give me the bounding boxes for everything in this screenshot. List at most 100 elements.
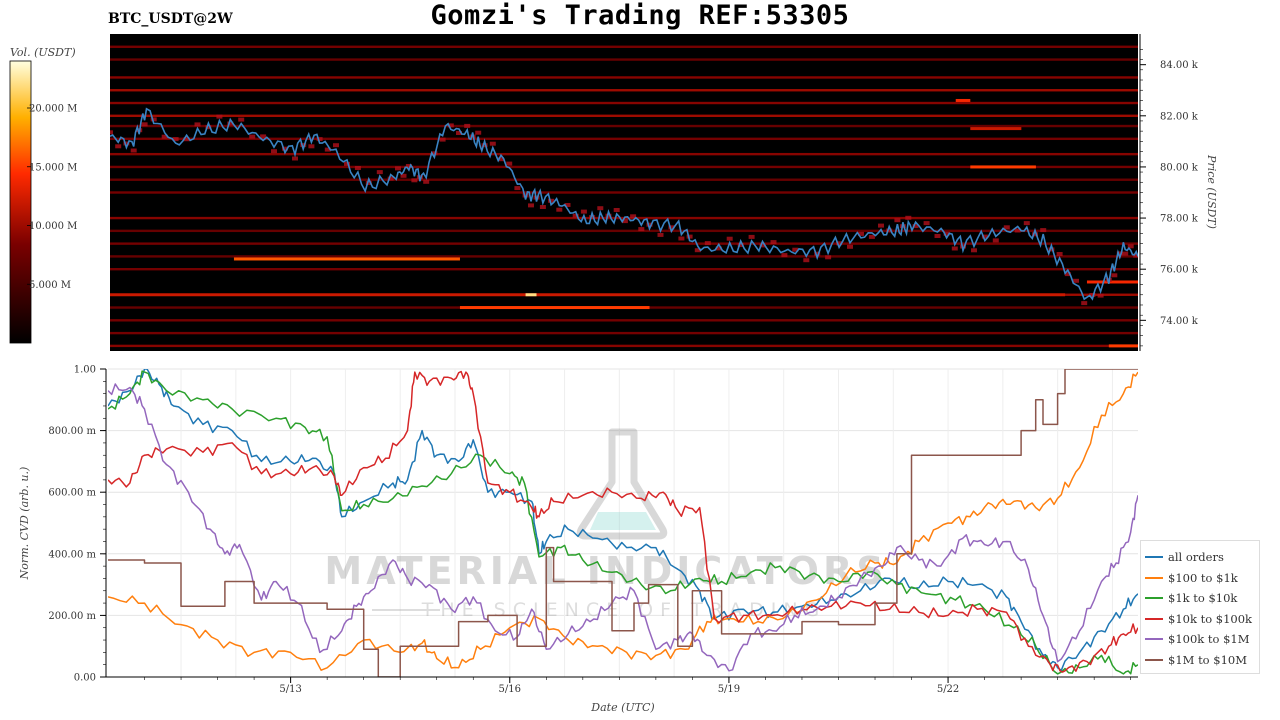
orderbook-level bbox=[110, 45, 1138, 48]
liquidity-cell bbox=[308, 144, 315, 149]
colorbar-label: Vol. (USDT) bbox=[10, 46, 76, 59]
liquidity-cell bbox=[613, 208, 620, 212]
liquidity-cell bbox=[1097, 293, 1104, 298]
legend-swatch bbox=[1145, 597, 1163, 600]
liquidity-cell bbox=[1081, 301, 1088, 306]
liquidity-cell bbox=[923, 221, 930, 226]
legend-item: all orders bbox=[1145, 547, 1255, 568]
liquidity-cell bbox=[1048, 247, 1055, 252]
orderbook-level bbox=[110, 76, 1138, 79]
cvd-background bbox=[108, 369, 1138, 677]
liquidity-cell bbox=[621, 219, 628, 224]
liquidity-cell bbox=[376, 170, 383, 175]
liquidity-cell bbox=[992, 238, 999, 243]
liquidity-cell bbox=[115, 144, 122, 149]
orderbook-level bbox=[110, 165, 1138, 169]
liquidity-cell bbox=[825, 255, 832, 260]
liquidity-cell bbox=[161, 134, 168, 139]
liquidity-cell bbox=[522, 193, 529, 198]
liquidity-cell bbox=[1122, 251, 1129, 256]
colorbar: Vol. (USDT) 20.000 M 15.000 M 10.000 M 5.00… bbox=[9, 46, 77, 344]
liquidity-cell bbox=[205, 125, 212, 130]
liquidity-cell bbox=[1032, 232, 1038, 237]
liquidity-cell bbox=[514, 186, 521, 191]
liquidity-cell bbox=[238, 117, 245, 122]
liquidity-cell bbox=[556, 207, 563, 212]
liquidity-cell bbox=[400, 173, 407, 178]
legend-item: $100k to $1M bbox=[1145, 629, 1255, 650]
cvd-x-tick-label: 5/22 bbox=[937, 684, 959, 695]
liquidity-cell bbox=[183, 137, 190, 142]
cvd-x-tick-label: 5/19 bbox=[718, 684, 740, 695]
colorbar-tick-label: 20.000 M bbox=[29, 104, 77, 115]
liquidity-cell bbox=[1133, 253, 1138, 258]
orderbook-level bbox=[110, 229, 1138, 233]
liquidity-cell bbox=[194, 122, 201, 127]
liquidity-cell bbox=[464, 123, 471, 128]
liquidity-cell bbox=[292, 156, 298, 161]
series-line-3 bbox=[108, 370, 1138, 675]
orderbook-wall bbox=[970, 165, 1036, 169]
liquidity-cell bbox=[878, 223, 884, 228]
liquidity-cell bbox=[836, 241, 843, 246]
liquidity-cell bbox=[456, 131, 462, 135]
series-line-2 bbox=[108, 371, 1138, 671]
liquidity-cell bbox=[847, 244, 853, 249]
liquidity-cell bbox=[759, 243, 766, 248]
liquidity-cell bbox=[481, 143, 488, 148]
price-tick-label: 76.00 k bbox=[1160, 265, 1199, 276]
orderbook-wall bbox=[1108, 344, 1138, 348]
liquidity-cell bbox=[172, 137, 179, 142]
liquidity-cell bbox=[580, 209, 587, 214]
legend-label: all orders bbox=[1168, 550, 1224, 565]
orderbook-wall bbox=[110, 293, 1066, 297]
liquidity-cell bbox=[868, 234, 875, 239]
legend-swatch bbox=[1145, 576, 1163, 579]
liquidity-cell bbox=[150, 117, 157, 122]
price-tick-label: 84.00 k bbox=[1160, 60, 1199, 71]
orderbook-level bbox=[110, 114, 1138, 118]
series-line-1 bbox=[108, 369, 1138, 672]
liquidity-cell bbox=[324, 147, 331, 152]
liquidity-cell bbox=[694, 248, 701, 253]
liquidity-cell bbox=[668, 225, 675, 230]
cvd-x-axis-label: Date (UTC) bbox=[590, 701, 654, 714]
series-line-4 bbox=[108, 370, 1138, 673]
orderbook-wall bbox=[525, 293, 537, 297]
liquidity-cell bbox=[814, 251, 821, 256]
liquidity-cell bbox=[943, 231, 950, 236]
liquidity-cell bbox=[423, 179, 430, 184]
series-line-5 bbox=[108, 383, 1138, 672]
heatmap-panel: 84.00 k 82.00 k 80.00 k 78.00 k 76.00 k 74.00… bbox=[110, 34, 1218, 351]
cvd-y-tick-label: 200.00 m bbox=[48, 611, 96, 622]
liquidity-cell bbox=[447, 123, 454, 128]
liquidity-cell bbox=[498, 157, 504, 162]
liquidity-cell bbox=[1040, 228, 1047, 233]
price-tick-label: 80.00 k bbox=[1160, 162, 1199, 173]
liquidity-cell bbox=[1003, 225, 1010, 230]
liquidity-cell bbox=[354, 166, 361, 170]
price-axis-label: Price (USDT) bbox=[1205, 154, 1218, 229]
price-tick-label: 74.00 k bbox=[1160, 316, 1199, 327]
orderbook-level bbox=[110, 267, 1138, 271]
liquidity-cell bbox=[141, 122, 148, 127]
liquidity-cell bbox=[1023, 221, 1030, 226]
orderbook-level bbox=[110, 191, 1138, 194]
liquidity-cell bbox=[646, 222, 653, 227]
orderbook-wall bbox=[233, 257, 460, 261]
liquidity-cell bbox=[271, 149, 277, 154]
liquidity-cell bbox=[1073, 278, 1079, 283]
cvd-y-tick-label: 800.00 m bbox=[48, 426, 96, 437]
liquidity-cell bbox=[439, 137, 446, 142]
liquidity-cell bbox=[344, 161, 350, 166]
liquidity-cell bbox=[395, 166, 401, 171]
legend-item: $10k to $100k bbox=[1145, 609, 1255, 630]
liquidity-cell bbox=[411, 178, 418, 183]
legend-item: $1M to $10M bbox=[1145, 650, 1255, 671]
orderbook-level bbox=[110, 89, 1138, 92]
liquidity-cell bbox=[781, 253, 788, 258]
cvd-panel: MATERIAL INDICATORS THE SCIENCE OF TRADI… bbox=[18, 365, 1138, 714]
cvd-y-axis-label: Norm. CVD (arb. u.) bbox=[18, 467, 31, 581]
liquidity-cell bbox=[1116, 251, 1123, 256]
